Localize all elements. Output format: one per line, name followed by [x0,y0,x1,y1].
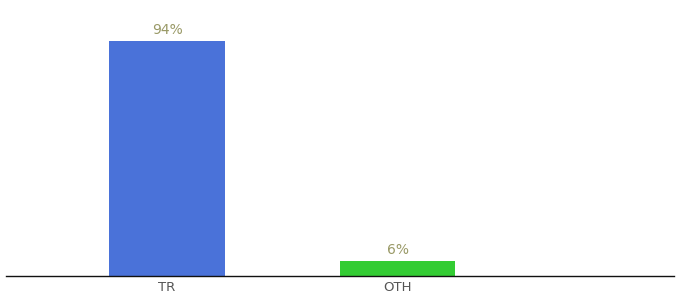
Bar [340,261,456,276]
Text: 6%: 6% [387,243,409,257]
Bar [109,40,224,276]
Text: 94%: 94% [152,23,182,37]
